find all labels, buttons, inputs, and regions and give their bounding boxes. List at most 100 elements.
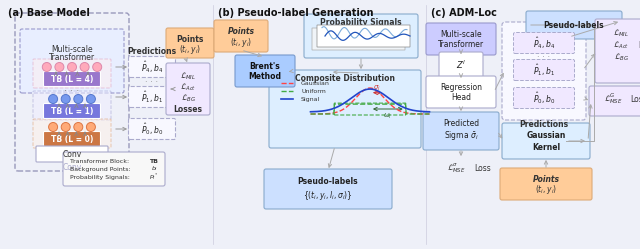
Text: TB (L = 0): TB (L = 0) <box>51 134 93 143</box>
Text: · · ·: · · · <box>538 53 550 62</box>
Text: Composite Distribution: Composite Distribution <box>295 73 395 82</box>
Text: $\mathcal{L}_{BG}$: $\mathcal{L}_{BG}$ <box>180 92 195 104</box>
Text: $\mathcal{L}_{Act}$: $\mathcal{L}_{Act}$ <box>613 39 629 51</box>
Text: $(t_i, y_i)$: $(t_i, y_i)$ <box>179 43 201 56</box>
Circle shape <box>86 95 95 104</box>
FancyBboxPatch shape <box>439 52 483 78</box>
Text: $\hat{P}_1, b_1$: $\hat{P}_1, b_1$ <box>141 89 163 105</box>
Circle shape <box>55 62 64 71</box>
Text: $p_l^*$: $p_l^*$ <box>149 172 158 183</box>
Circle shape <box>93 62 102 71</box>
Circle shape <box>74 95 83 104</box>
FancyBboxPatch shape <box>44 131 100 146</box>
FancyBboxPatch shape <box>312 28 405 50</box>
Text: Probability Signals: Probability Signals <box>320 17 402 26</box>
Text: TB (L = 1): TB (L = 1) <box>51 107 93 116</box>
FancyBboxPatch shape <box>129 119 175 139</box>
Text: Probability Signals:: Probability Signals: <box>70 175 130 180</box>
Circle shape <box>42 62 51 71</box>
Text: $\hat{P}_1, b_1$: $\hat{P}_1, b_1$ <box>533 62 555 78</box>
Text: Pseudo-labels: Pseudo-labels <box>298 177 358 186</box>
Text: Points: Points <box>176 35 204 44</box>
Circle shape <box>80 62 89 71</box>
FancyBboxPatch shape <box>513 87 575 109</box>
Text: TB: TB <box>149 159 158 164</box>
FancyBboxPatch shape <box>423 112 499 150</box>
FancyBboxPatch shape <box>166 28 214 58</box>
Circle shape <box>67 62 77 71</box>
Text: (a) Base Model: (a) Base Model <box>8 8 90 18</box>
Text: $\hat{P}_4, b_4$: $\hat{P}_4, b_4$ <box>533 35 555 51</box>
FancyBboxPatch shape <box>426 76 496 108</box>
Text: (c) ADM-Loc: (c) ADM-Loc <box>431 8 497 18</box>
FancyBboxPatch shape <box>44 104 100 119</box>
Text: · · ·: · · · <box>65 86 79 96</box>
Text: Transformer Block:: Transformer Block: <box>70 159 129 164</box>
FancyBboxPatch shape <box>513 60 575 80</box>
Text: Regression: Regression <box>440 82 482 91</box>
Text: Transformer: Transformer <box>438 40 484 49</box>
Circle shape <box>61 123 70 131</box>
FancyBboxPatch shape <box>36 146 108 162</box>
Text: Conv: Conv <box>62 163 82 172</box>
FancyBboxPatch shape <box>33 59 111 88</box>
Text: Loss: Loss <box>475 164 492 173</box>
FancyBboxPatch shape <box>129 86 175 108</box>
FancyBboxPatch shape <box>595 19 640 83</box>
FancyBboxPatch shape <box>502 123 590 159</box>
Text: $\mathcal{L}_{MSE}^G$: $\mathcal{L}_{MSE}^G$ <box>604 92 622 107</box>
Text: $\mathcal{L}_{MIL}$: $\mathcal{L}_{MIL}$ <box>613 27 629 39</box>
Circle shape <box>61 95 70 104</box>
FancyBboxPatch shape <box>526 11 622 39</box>
Text: TB (L = 4): TB (L = 4) <box>51 74 93 83</box>
Text: $\{(t_i, y_i, l_i, \sigma_i)\}$: $\{(t_i, y_i, l_i, \sigma_i)\}$ <box>303 188 353 201</box>
FancyBboxPatch shape <box>589 86 640 116</box>
FancyBboxPatch shape <box>33 91 111 120</box>
Text: Gaussian: Gaussian <box>301 80 330 85</box>
Text: Losses: Losses <box>173 105 202 114</box>
Text: Method: Method <box>248 71 282 80</box>
FancyBboxPatch shape <box>513 33 575 54</box>
FancyBboxPatch shape <box>317 25 410 47</box>
Text: Signal: Signal <box>301 97 320 102</box>
Text: Predictions: Predictions <box>520 120 568 128</box>
Text: $(t_i, y_i)$: $(t_i, y_i)$ <box>230 36 252 49</box>
Text: $\mathcal{L}_{BG}$: $\mathcal{L}_{BG}$ <box>614 51 628 63</box>
Text: $\hat{P}_0, b_0$: $\hat{P}_0, b_0$ <box>141 121 163 137</box>
Text: $(t_i, y_i)$: $(t_i, y_i)$ <box>535 183 557 195</box>
FancyBboxPatch shape <box>500 168 592 200</box>
Text: $\hat{P}_0, b_0$: $\hat{P}_0, b_0$ <box>533 90 555 106</box>
FancyBboxPatch shape <box>63 152 165 186</box>
FancyBboxPatch shape <box>269 70 421 148</box>
Text: Multi-scale: Multi-scale <box>51 45 93 54</box>
FancyBboxPatch shape <box>129 57 175 77</box>
Text: Brent's: Brent's <box>250 62 280 70</box>
Text: $Z^l$: $Z^l$ <box>456 59 466 71</box>
Circle shape <box>74 123 83 131</box>
FancyBboxPatch shape <box>426 23 496 55</box>
Text: $b_l$: $b_l$ <box>151 165 158 174</box>
Circle shape <box>49 123 58 131</box>
Text: Gaussian: Gaussian <box>526 130 566 139</box>
Text: Pseudo-labels: Pseudo-labels <box>544 20 604 29</box>
Text: Head: Head <box>451 92 471 102</box>
Text: (b) Pseudo-label Generation: (b) Pseudo-label Generation <box>218 8 374 18</box>
FancyBboxPatch shape <box>44 71 100 86</box>
Text: $\mathcal{L}_{MIL}$: $\mathcal{L}_{MIL}$ <box>180 70 196 82</box>
Text: Uniform: Uniform <box>301 88 326 94</box>
Text: Loss: Loss <box>630 95 640 104</box>
Circle shape <box>86 123 95 131</box>
Text: Transformer: Transformer <box>49 53 95 62</box>
FancyBboxPatch shape <box>502 22 586 120</box>
Text: Sigma $\bar{\sigma}_i$: Sigma $\bar{\sigma}_i$ <box>444 128 478 141</box>
Text: Predicted: Predicted <box>443 119 479 127</box>
Text: Conv: Conv <box>62 149 82 159</box>
Text: Multi-scale: Multi-scale <box>440 29 482 39</box>
Text: $\hat{P}_4, b_4$: $\hat{P}_4, b_4$ <box>141 59 163 75</box>
FancyBboxPatch shape <box>33 119 111 148</box>
FancyBboxPatch shape <box>166 63 210 115</box>
Text: Kernel: Kernel <box>532 142 560 151</box>
Text: Background Points:: Background Points: <box>70 167 131 172</box>
Text: $\omega_i$: $\omega_i$ <box>383 111 392 121</box>
Text: Predictions: Predictions <box>127 47 177 56</box>
